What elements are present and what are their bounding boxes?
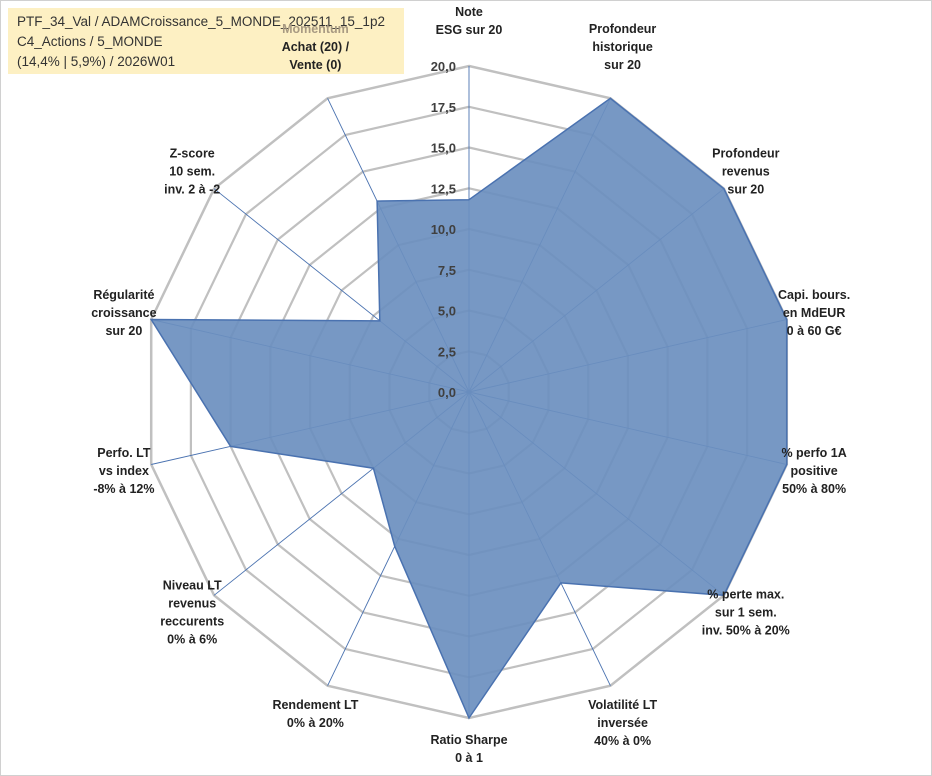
axis-label-line: Volatilité LT	[588, 698, 657, 712]
axis-label-4: Capi. bours. en MdEUR 0 à 60 G€	[778, 288, 850, 338]
axis-label-line: Perfo. LT	[97, 446, 151, 460]
axis-label-13: Z-score 10 sem. inv. 2 à -2	[164, 146, 220, 196]
tick-label: 17,5	[431, 100, 456, 115]
axis-label-12: Régularité croissance sur 20	[91, 288, 156, 338]
axis-label-line: Rendement LT	[272, 698, 358, 712]
axis-label-line: revenus	[168, 597, 216, 611]
tick-label: 2,5	[438, 344, 456, 359]
axis-label-line: 0 à 1	[455, 751, 483, 765]
axis-label-line: inv. 50% à 20%	[702, 624, 790, 638]
axis-label-line: en MdEUR	[783, 306, 846, 320]
axis-label-line: % perfo 1A	[781, 446, 846, 460]
axis-label-line: Régularité	[93, 288, 154, 302]
axis-label-7: Volatilité LT inversée 40% à 0%	[588, 698, 657, 748]
axis-label-line: -8% à 12%	[93, 482, 154, 496]
axis-label-line: 10 sem.	[169, 164, 215, 178]
tick-label: 15,0	[431, 141, 456, 156]
axis-label-line: Profondeur	[589, 22, 656, 36]
axis-label-line: Vente (0)	[289, 58, 341, 72]
tick-label: 5,0	[438, 304, 456, 319]
axis-label-line: Achat (20) /	[282, 40, 350, 54]
tick-label: 12,5	[431, 181, 456, 196]
axis-label-line: Niveau LT	[163, 579, 222, 593]
axis-label-line: Ratio Sharpe	[430, 733, 507, 747]
tick-label: 20,0	[431, 59, 456, 74]
axis-label-line: sur 20	[727, 182, 764, 196]
axis-label-line: Momentum	[282, 22, 349, 36]
axis-label-line: historique	[592, 40, 652, 54]
axis-label-line: 0% à 6%	[167, 633, 217, 647]
axis-label-line: Note	[455, 5, 483, 19]
axis-label-6: % perte max. sur 1 sem. inv. 50% à 20%	[702, 588, 790, 638]
tick-label: 10,0	[431, 222, 456, 237]
axis-label-line: % perte max.	[707, 588, 784, 602]
axis-label-line: 40% à 0%	[594, 734, 651, 748]
axis-label-line: ESG sur 20	[436, 23, 503, 37]
axis-label-line: Z-score	[170, 146, 215, 160]
axis-label-line: inversée	[597, 716, 648, 730]
axis-label-14: Momentum Achat (20) / Vente (0)	[282, 22, 350, 72]
axis-label-line: reccurents	[160, 615, 224, 629]
axis-label-line: 0 à 60 G€	[787, 324, 842, 338]
axis-label-line: 50% à 80%	[782, 482, 846, 496]
axis-label-line: Capi. bours.	[778, 288, 850, 302]
axis-label-2: Profondeur historique sur 20	[589, 22, 656, 72]
axis-label-line: croissance	[91, 306, 156, 320]
axis-label-8: Ratio Sharpe 0 à 1	[430, 733, 507, 765]
radar-chart: 0,0 2,5 5,0 7,5 10,0 12,5 15,0 17,5 20,0 Note ESG…	[0, 0, 932, 776]
axis-label-line: vs index	[99, 464, 149, 478]
axis-label-11: Perfo. LT vs index -8% à 12%	[93, 446, 154, 496]
axis-label-line: sur 20	[604, 58, 641, 72]
axis-label-5: % perfo 1A positive 50% à 80%	[781, 446, 846, 496]
axis-label-line: revenus	[722, 164, 770, 178]
axis-label-line: 0% à 20%	[287, 716, 344, 730]
tick-label: 0,0	[438, 385, 456, 400]
axis-label-10: Niveau LT revenus reccurents 0% à 6%	[160, 579, 224, 647]
axis-label-1: Note ESG sur 20	[436, 5, 503, 37]
axis-label-line: inv. 2 à -2	[164, 182, 220, 196]
axis-label-line: sur 20	[105, 324, 142, 338]
axis-label-line: Profondeur	[712, 146, 779, 160]
axis-label-line: positive	[790, 464, 837, 478]
tick-label: 7,5	[438, 263, 456, 278]
axis-label-line: sur 1 sem.	[715, 606, 777, 620]
axis-label-9: Rendement LT 0% à 20%	[272, 698, 358, 730]
